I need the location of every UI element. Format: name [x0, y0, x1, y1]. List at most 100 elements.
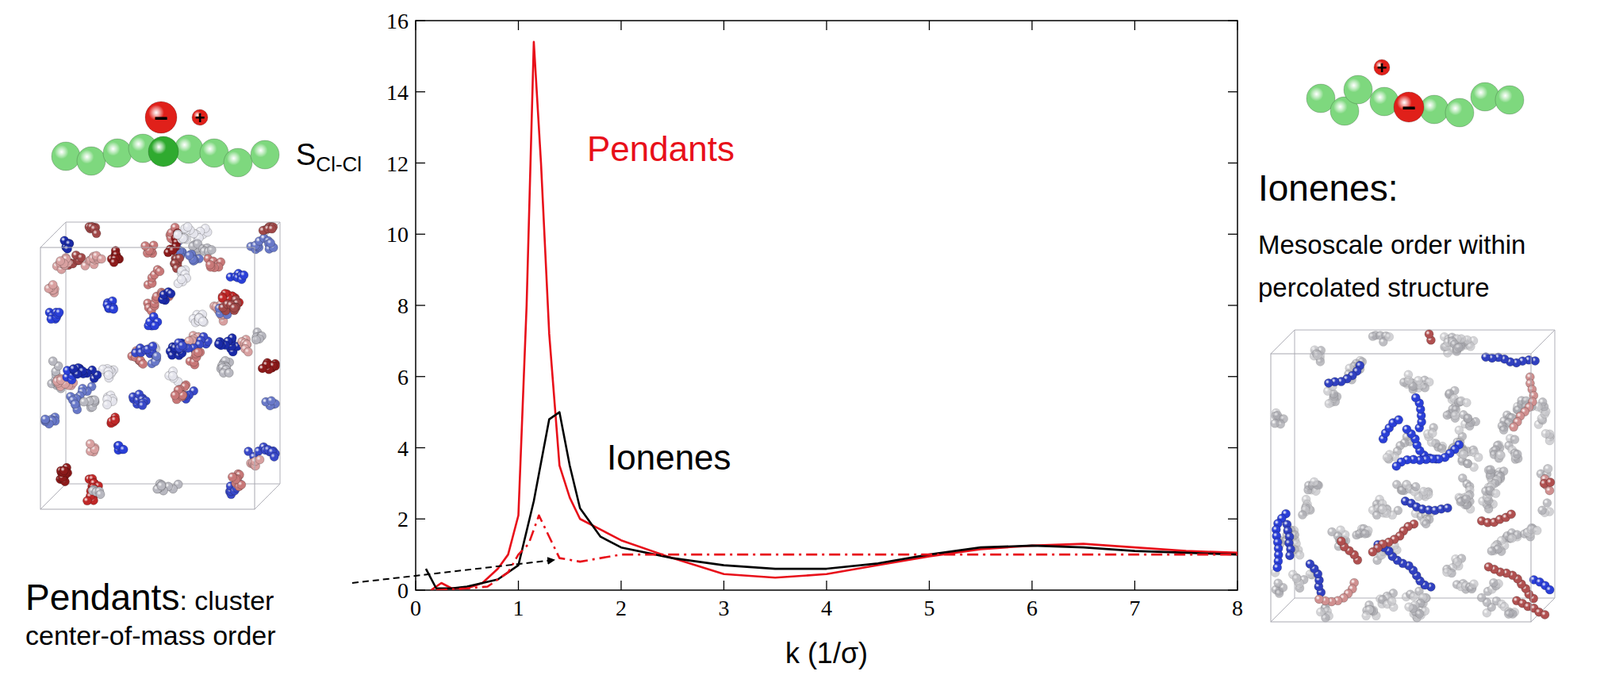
- network-bead: [1312, 350, 1322, 360]
- network-bead: [1377, 504, 1387, 514]
- y-tick-right: [1227, 162, 1238, 164]
- ion-bead: [255, 455, 265, 465]
- side-text-line: percolated structure: [1258, 272, 1490, 303]
- y-tick-right: [1227, 304, 1238, 306]
- ion-bead: [85, 439, 95, 449]
- ion-bead: [224, 368, 234, 378]
- x-tick-label: 8: [1231, 595, 1244, 621]
- network-bead: [1362, 611, 1371, 621]
- x-tick: [1031, 580, 1033, 591]
- y-tick: [415, 162, 426, 164]
- ion-bead: [1394, 415, 1404, 425]
- ion-bead: [1392, 461, 1401, 471]
- box-front: [1270, 353, 1531, 622]
- box-edge: [1270, 329, 1295, 354]
- series-label: Pendants: [587, 129, 735, 169]
- network-bead: [1473, 452, 1483, 462]
- x-tick-top: [1134, 20, 1136, 31]
- box-edge: [254, 483, 281, 510]
- network-bead: [1542, 464, 1552, 474]
- y-tick-label: 16: [386, 8, 409, 34]
- ion-bead: [1273, 563, 1282, 572]
- network-bead: [1496, 450, 1506, 460]
- ion-bead: [1305, 560, 1315, 569]
- x-tick-label: 6: [1026, 595, 1038, 621]
- network-bead: [1491, 488, 1501, 498]
- ion-bead: [138, 359, 148, 369]
- side-text-line: Mesoscale order within: [1258, 230, 1526, 260]
- x-tick-label: 7: [1129, 595, 1141, 621]
- y-tick: [415, 19, 426, 21]
- y-tick-label: 10: [386, 222, 409, 247]
- y-tick-label: 12: [386, 151, 409, 177]
- ion-bead: [141, 241, 150, 250]
- ion-bead: [230, 303, 239, 312]
- ion-bead: [269, 452, 279, 461]
- network-bead: [1273, 579, 1283, 588]
- network-bead: [1385, 332, 1394, 342]
- ion-bead: [1402, 425, 1412, 434]
- x-tick-top: [723, 20, 725, 31]
- x-tick: [928, 580, 930, 591]
- y-tick: [415, 589, 426, 591]
- pendant-molecule: [51, 101, 280, 177]
- charge-sign: −: [153, 104, 169, 131]
- y-tick: [415, 376, 426, 377]
- monomer-bead: [51, 141, 81, 171]
- series-line: [436, 515, 1238, 591]
- y-axis-label: SCl-Cl: [295, 138, 362, 177]
- network-bead: [1427, 429, 1437, 438]
- y-tick-label: 14: [386, 80, 409, 105]
- ion-bead: [1540, 610, 1550, 619]
- network-bead: [1485, 464, 1495, 474]
- x-tick-label: 1: [513, 595, 525, 621]
- charge-sign: +: [1377, 57, 1388, 78]
- x-tick-top: [517, 20, 519, 31]
- ion-bead: [69, 364, 78, 373]
- monomer-bead: [76, 146, 106, 176]
- x-tick: [723, 580, 725, 591]
- x-tick-label: 3: [718, 595, 730, 621]
- x-tick: [1134, 580, 1136, 591]
- x-tick-label: 2: [615, 595, 627, 621]
- ion-bead: [1368, 547, 1378, 557]
- ion-bead: [63, 244, 73, 254]
- monomer-bead: [1419, 95, 1449, 124]
- x-tick-top: [1031, 20, 1033, 31]
- ion-bead: [1546, 478, 1555, 488]
- ion-bead: [1507, 510, 1516, 519]
- ion-bead: [152, 351, 162, 361]
- ion-bead: [257, 364, 267, 373]
- y-tick-right: [1227, 518, 1238, 520]
- ion-bead: [172, 230, 182, 240]
- x-tick-label: 5: [924, 595, 936, 621]
- ion-bead: [267, 396, 277, 406]
- ion-bead: [1509, 422, 1519, 432]
- y-tick-label: 6: [397, 364, 409, 390]
- side-text: Mesoscale order within percolated structu…: [1258, 230, 1526, 303]
- charge-sign: −: [1401, 94, 1416, 121]
- network-bead: [1463, 414, 1473, 423]
- x-tick: [414, 580, 416, 591]
- x-tick-top: [928, 20, 930, 31]
- network-bead: [1404, 370, 1413, 380]
- ionene-molecule: [1306, 59, 1524, 127]
- ion-bead: [118, 445, 128, 454]
- ion-bead: [1545, 585, 1554, 595]
- ion-bead: [41, 414, 50, 424]
- anion-bead: [145, 101, 177, 134]
- ion-bead: [177, 341, 187, 350]
- ion-bead: [176, 275, 186, 284]
- pendant-box: [40, 222, 281, 510]
- charged-monomer-bead: [148, 136, 179, 167]
- y-tick-label: 8: [397, 293, 409, 319]
- network-bead: [1327, 527, 1337, 537]
- figure: 0123456780246810121416k (1/σ)SCl-ClPenda…: [0, 0, 1600, 675]
- ion-bead: [166, 289, 176, 299]
- network-bead: [1454, 343, 1463, 353]
- x-tick: [517, 580, 519, 591]
- ion-bead: [183, 222, 192, 232]
- ion-bead: [82, 496, 92, 506]
- network-bead: [1442, 567, 1452, 577]
- annotation-arrow: [352, 560, 554, 584]
